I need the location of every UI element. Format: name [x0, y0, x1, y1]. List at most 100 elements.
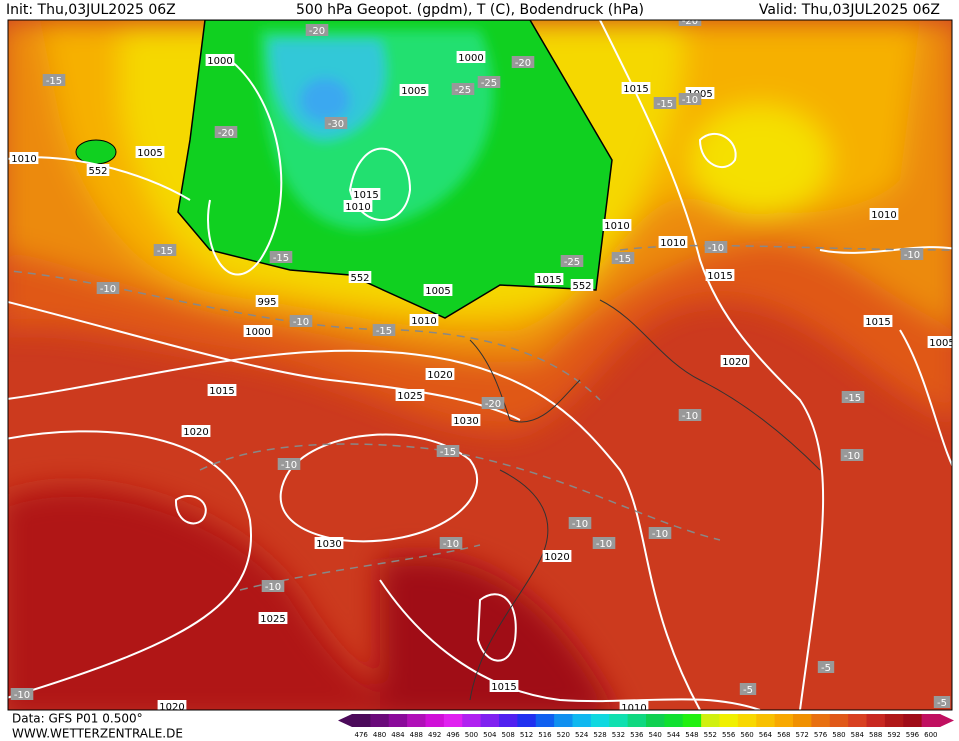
temperature-label: -10 [265, 582, 281, 593]
temperature-label-box [560, 255, 584, 267]
data-source: Data: GFS P01 0.500° [12, 712, 143, 726]
coastlines [469, 299, 821, 701]
isobar-label-box [602, 219, 632, 231]
colorbar-label: 492 [428, 731, 441, 739]
temperature-label: -20 [485, 399, 501, 410]
temperature-label-box [439, 537, 463, 549]
colorbar-label: 504 [483, 731, 497, 739]
isobar-label-box [181, 425, 211, 437]
isobar-label-box [135, 146, 165, 158]
temperature-label-box [592, 537, 616, 549]
colorbar-swatch [701, 714, 720, 727]
temperature-label-box [436, 445, 460, 457]
temperature-label: -15 [376, 326, 392, 337]
colorbar-swatch [517, 714, 537, 727]
isobar-label: 1015 [353, 190, 378, 201]
temperature-label-box [900, 248, 924, 260]
colorbar-swatch [756, 714, 776, 727]
colorbar-label: 560 [740, 731, 753, 739]
temperature-label: -15 [615, 254, 631, 265]
temperature-label-box [611, 252, 635, 264]
height-contour-label: 552 [88, 166, 107, 177]
isobar-label-box [207, 384, 237, 396]
temperature-label: -5 [743, 685, 753, 696]
isobar-label-box [9, 152, 39, 164]
height-contour-label: 552 [572, 281, 591, 292]
colorbar-swatch [554, 714, 573, 727]
isobar-label: 1000 [458, 53, 483, 64]
temperature-label: -15 [440, 447, 456, 458]
temperature-label-box [481, 397, 505, 409]
temperature-label-box [324, 117, 348, 129]
colorbar-swatch [590, 714, 610, 727]
temperature-label-box [451, 83, 475, 95]
colorbar-swatch [866, 714, 886, 727]
isobar-label: 1005 [401, 86, 426, 97]
isobar-label-box [927, 336, 952, 348]
colorbar-label: 516 [538, 731, 552, 739]
temperature-label-box [739, 683, 757, 695]
temperature-label-box [96, 282, 120, 294]
isobar-label: 1015 [536, 275, 561, 286]
temperature-label-box [653, 97, 677, 109]
temperature-label: -10 [443, 539, 459, 550]
colorbar-swatch [719, 714, 739, 727]
isobar-label: 1020 [722, 357, 747, 368]
temperature-label: -20 [309, 26, 325, 37]
colorbar-swatch [793, 714, 812, 727]
colorbar-swatch [352, 714, 371, 727]
isobar-label-box [425, 368, 455, 380]
colorbar-swatch [848, 714, 867, 727]
temperature-label: -10 [904, 250, 920, 261]
height-contour-label-box [86, 164, 110, 176]
isobar-label: 1005 [929, 338, 954, 349]
colorbar-swatch [682, 714, 702, 727]
colorbar-swatch [774, 714, 794, 727]
isobar-label-box [534, 273, 564, 285]
colorbar-swatch [609, 714, 629, 727]
isobar-label: 1020 [427, 370, 452, 381]
colorbar-label: 528 [593, 731, 606, 739]
colorbar-label: 524 [575, 731, 589, 739]
colorbar-swatch [903, 714, 923, 727]
isobar-label-box [658, 236, 688, 248]
colorbar-swatch [646, 714, 665, 727]
isobar-label: 1005 [425, 286, 450, 297]
cold-core [260, 30, 494, 230]
colorbar-swatch [627, 714, 647, 727]
colorbar-swatch [443, 714, 463, 727]
temperature-label: -25 [564, 257, 580, 268]
green-region [75, 139, 117, 165]
isobar-label: 1010 [11, 154, 36, 165]
isobar-label-box [343, 200, 373, 212]
temperature-label-box [289, 315, 313, 327]
colorbar-label: 544 [667, 731, 681, 739]
temperature-label-box [817, 661, 835, 673]
isobar-label-box [395, 389, 425, 401]
temperature-label: -10 [844, 451, 860, 462]
colorbar-label: 600 [924, 731, 937, 739]
height-contour-label-box [348, 271, 372, 283]
temperature-label-box [214, 126, 238, 138]
isobar-label-box [456, 51, 486, 63]
colorbar-label: 556 [722, 731, 736, 739]
temperature-label: -5 [937, 698, 947, 709]
temperature-label-box [477, 76, 501, 88]
isobar-label: 1025 [260, 614, 285, 625]
temperature-label-box [269, 251, 293, 263]
isobar-label-box [705, 269, 735, 281]
isobar-label: 1015 [209, 386, 234, 397]
isobar-label: 1015 [491, 682, 516, 693]
init-time: Init: Thu,03JUL2025 06Z [6, 2, 176, 18]
temperature-label-box [840, 449, 864, 461]
colorbar-label: 568 [777, 731, 790, 739]
colorbar-label: 532 [612, 731, 625, 739]
isobar-label-box [621, 82, 651, 94]
isobar-label-box [423, 284, 453, 296]
colorbar: 476 480 484 488 492 496 500 504 508 512 516 520 524 5… [338, 714, 954, 739]
temperature-label-box [841, 391, 865, 403]
colorbar-swatch [480, 714, 500, 727]
isobar-label: 1000 [207, 56, 232, 67]
temperature-label: -10 [708, 243, 724, 254]
